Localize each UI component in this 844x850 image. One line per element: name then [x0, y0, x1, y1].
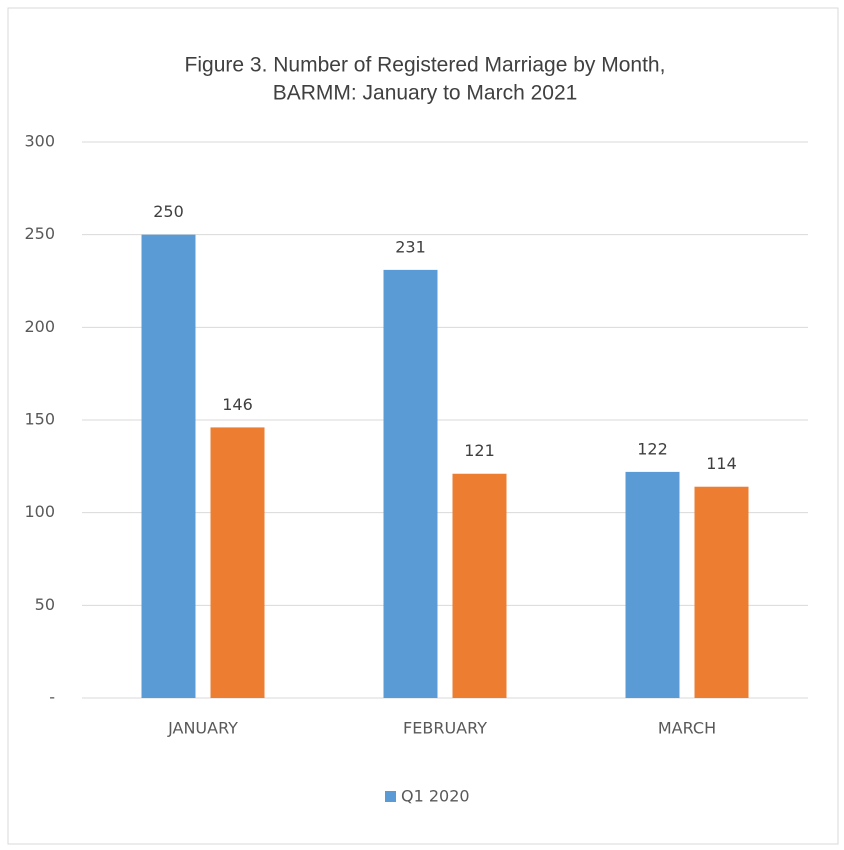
chart-title: BARMM: January to March 2021: [273, 82, 578, 105]
bar: [210, 427, 265, 698]
legend-label: Q1 2020: [401, 787, 470, 806]
x-tick-label: MARCH: [658, 719, 716, 738]
bar: [452, 473, 507, 698]
bar: [694, 486, 749, 698]
y-tick-label: -: [49, 688, 55, 707]
value-label: 114: [706, 454, 737, 473]
value-label: 250: [153, 202, 184, 221]
value-label: 122: [637, 439, 668, 458]
bar: [383, 269, 438, 698]
bar: [625, 471, 680, 698]
y-tick-label: 100: [24, 502, 55, 521]
y-tick-label: 150: [24, 410, 55, 429]
y-tick-label: 200: [24, 317, 55, 336]
y-tick-label: 50: [35, 595, 55, 614]
x-tick-label: JANUARY: [167, 719, 238, 738]
bar: [141, 234, 196, 698]
x-tick-label: FEBRUARY: [403, 719, 487, 738]
legend-swatch: [385, 791, 396, 802]
y-tick-label: 300: [24, 132, 55, 151]
value-label: 231: [395, 237, 426, 256]
value-label: 121: [464, 441, 495, 460]
chart-title: Figure 3. Number of Registered Marriage …: [185, 54, 666, 77]
value-label: 146: [222, 395, 253, 414]
y-tick-label: 250: [24, 224, 55, 243]
